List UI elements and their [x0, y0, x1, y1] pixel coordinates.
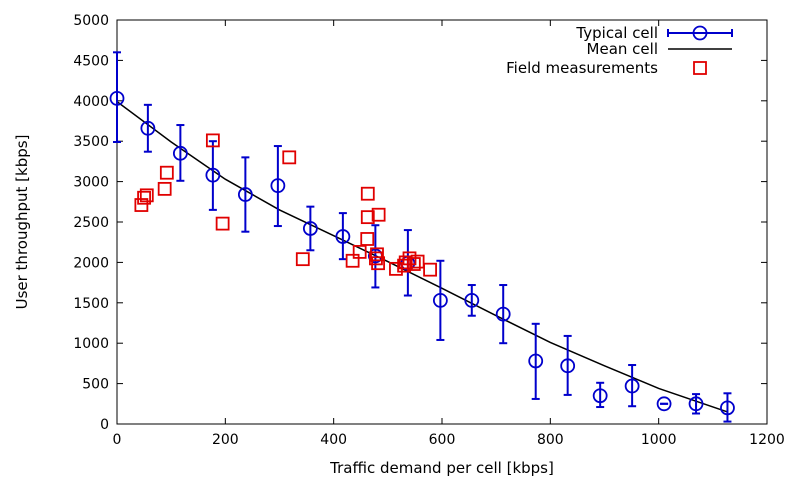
- y-tick-label: 1000: [73, 336, 109, 352]
- y-tick-label: 4500: [73, 53, 109, 69]
- field-measurement-marker: [345, 253, 360, 268]
- x-tick-label: 1200: [749, 432, 785, 448]
- typical-cell-point: [237, 156, 253, 233]
- field-measurement-marker: [159, 165, 174, 180]
- field-measurement-marker: [423, 262, 437, 277]
- typical-cell-marker: [205, 167, 221, 183]
- x-tick-label: 1000: [641, 432, 677, 448]
- typical-cell-marker: [172, 145, 188, 161]
- typical-cell-point: [592, 381, 608, 409]
- legend-keys: [667, 25, 733, 75]
- typical-cell-point: [302, 205, 318, 252]
- y-tick-label: 5000: [73, 13, 109, 29]
- typical-cell-point: [560, 334, 576, 396]
- y-tick-labels: 0 500 1000 1500 2000 2500 3000 3500 4000 4500 5000: [73, 13, 109, 433]
- typical-cell-point: [624, 364, 640, 408]
- field-measurement-marker: [360, 210, 375, 225]
- field-measurement-marker: [360, 186, 375, 201]
- typical-cell-marker: [140, 120, 156, 136]
- x-tick-label: 400: [320, 432, 347, 448]
- typical-cell-marker: [528, 353, 544, 369]
- plot-frame: [116, 19, 768, 425]
- y-tick-label: 2000: [73, 255, 109, 271]
- field-measurement-marker: [406, 257, 421, 271]
- field-measurement-marker: [371, 207, 386, 222]
- typical-cell-point: [140, 103, 156, 153]
- y-tick-label: 0: [100, 417, 109, 433]
- axis-ticks: [116, 19, 768, 425]
- x-tick-label: 0: [113, 432, 122, 448]
- y-tick-label: 2500: [73, 215, 109, 231]
- legend-label-field-measurements: Field measurements: [506, 59, 658, 77]
- typical-cell-marker: [624, 378, 640, 394]
- typical-cell-marker: [656, 396, 672, 412]
- typical-cell-point: [464, 284, 480, 317]
- field-measurement-marker: [352, 244, 367, 259]
- legend-label-mean-cell: Mean cell: [587, 40, 658, 58]
- field-measurement-marker: [360, 232, 375, 246]
- typical-cell-marker: [302, 221, 318, 236]
- typical-cell-marker: [464, 292, 480, 308]
- typical-cell-point: [720, 392, 735, 423]
- typical-cell-marker: [432, 292, 448, 308]
- field-measurement-marker: [369, 251, 383, 266]
- typical-cell-marker: [237, 187, 253, 202]
- typical-cell-point: [335, 212, 351, 261]
- y-axis-title: User throughput [kbps]: [13, 135, 31, 310]
- typical-cell-marker: [688, 396, 704, 412]
- y-tick-label: 1500: [73, 296, 109, 312]
- typical-cell-point: [528, 322, 544, 400]
- typical-cell-marker: [560, 358, 576, 374]
- field-measurement-marker: [410, 254, 425, 269]
- field-measurement-marker: [157, 181, 172, 196]
- x-tick-label: 600: [429, 432, 456, 448]
- typical-cell-marker: [270, 178, 286, 194]
- field-measurement-marker: [215, 216, 230, 231]
- y-tick-label: 3000: [73, 175, 109, 191]
- legend-key-typical-marker: [692, 25, 708, 41]
- field-measurement-marker: [295, 252, 310, 267]
- typical-cell-point: [205, 140, 221, 211]
- mean-cell-line: [116, 100, 728, 413]
- legend-label-typical-cell: Typical cell: [575, 24, 658, 42]
- typical-cell-point: [172, 124, 188, 182]
- y-tick-label: 3500: [73, 134, 109, 150]
- typical-cell-point: [495, 284, 511, 345]
- x-tick-labels: 0 200 400 600 800 1000 1200: [113, 432, 785, 448]
- field-measurement-marker: [137, 190, 151, 205]
- legend-key-field-marker: [693, 61, 707, 75]
- typical-cell-marker: [109, 90, 125, 106]
- typical-cell-point: [688, 393, 704, 415]
- y-tick-label: 4000: [73, 94, 109, 110]
- typical-cell-marker: [495, 306, 511, 322]
- x-axis-title: Traffic demand per cell [kbps]: [329, 459, 554, 477]
- typical-cell-marker: [335, 229, 351, 244]
- y-tick-label: 500: [82, 377, 109, 393]
- series-layer: [109, 51, 735, 423]
- field-measurement-marker: [370, 247, 384, 262]
- field-measurement-marker: [371, 256, 385, 271]
- field-measurement-marker: [282, 150, 297, 165]
- x-tick-label: 800: [537, 432, 564, 448]
- typical-cell-point: [270, 145, 286, 228]
- typical-cell-marker: [592, 388, 608, 404]
- typical-cell-marker: [720, 400, 735, 416]
- field-measurement-marker: [205, 133, 220, 148]
- typical-cell-point: [432, 259, 448, 341]
- typical-cell-point: [656, 396, 672, 412]
- legend: Typical cell Mean cell Field measurement…: [506, 24, 733, 77]
- x-tick-label: 200: [212, 432, 239, 448]
- typical-cell-point: [109, 51, 125, 144]
- field-measurement-marker: [139, 188, 154, 203]
